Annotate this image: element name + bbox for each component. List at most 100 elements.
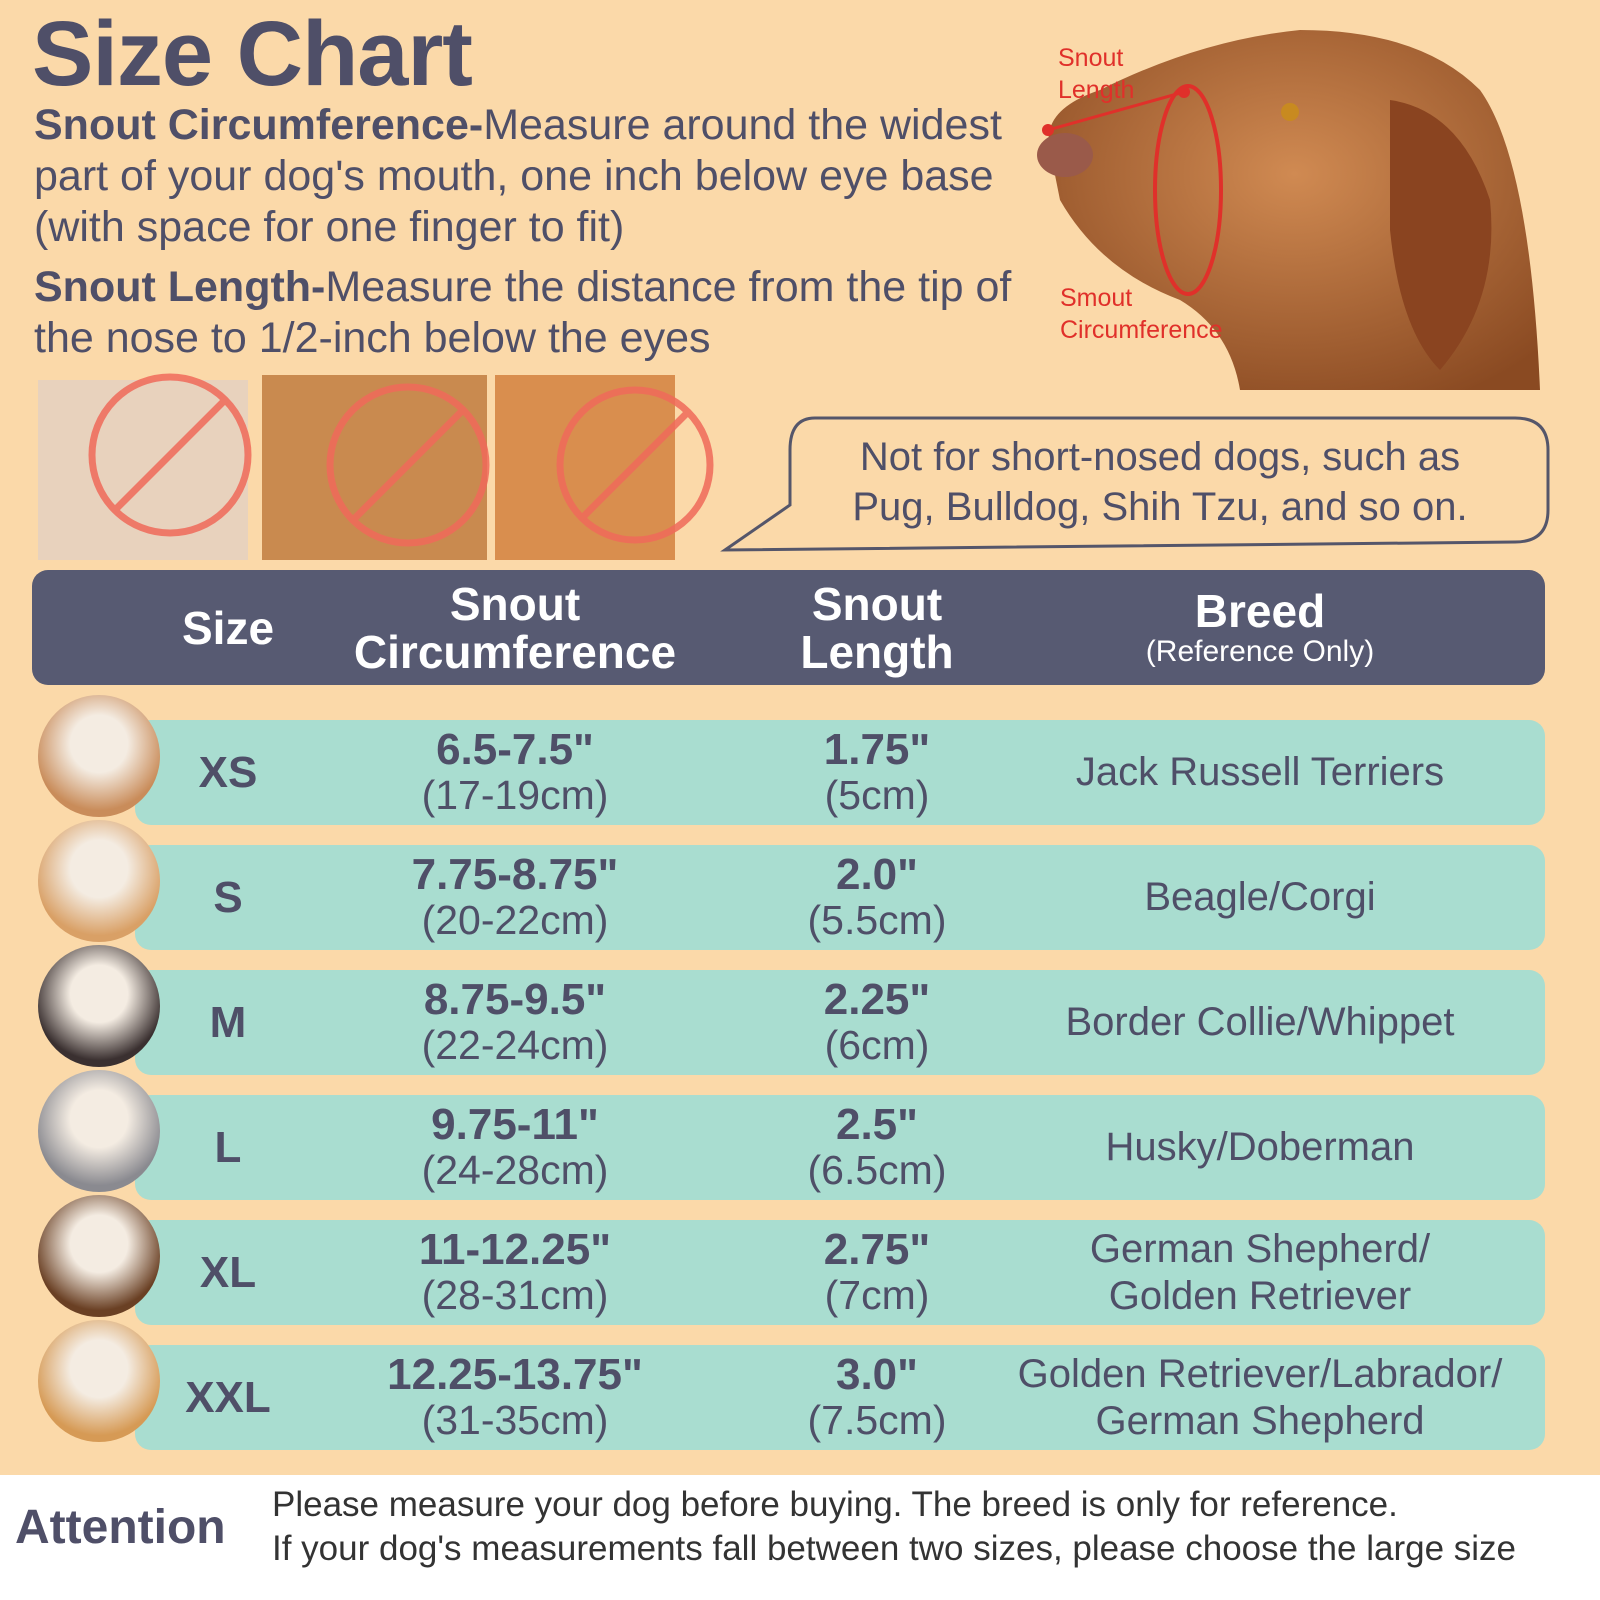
centimeters: (5cm): [824, 771, 930, 818]
centimeters: (6.5cm): [807, 1146, 947, 1193]
breed-line: Golden Retriever: [1108, 1273, 1412, 1318]
header-text: Snout: [449, 577, 581, 630]
table-row: XS 6.5-7.5" (17-19cm) 1.75" (5cm) Jack Russel…: [135, 720, 1545, 825]
table-row: XL 11-12.25" (28-31cm) 2.75" (7cm) German She…: [135, 1220, 1545, 1325]
size-cell: XXL: [185, 1372, 271, 1422]
inches: 9.75-11": [431, 1099, 599, 1149]
attention: Attention Please measure your dog before…: [0, 1475, 1600, 1600]
attention-line: If your dog's measurements fall between …: [272, 1529, 1517, 1568]
prohibition-sign: [556, 386, 714, 544]
header-text: Length: [800, 625, 954, 678]
length-cell: 2.0" (5.5cm): [808, 845, 947, 950]
prohibition-sign: [579, 409, 691, 521]
instruction-term: Snout Length-: [34, 263, 326, 311]
table-header: Size Snout Circumference Snout Length Bree…: [32, 570, 1545, 685]
length-cell: 1.75" (5cm): [824, 720, 931, 825]
length-cell: 2.5" (6.5cm): [808, 1095, 947, 1200]
dog-photo: [38, 945, 160, 1067]
diagram-label: Snout Length: [1058, 42, 1134, 106]
diagram-label: Smout Circumference: [1060, 282, 1223, 346]
table-row: L 9.75-11" (24-28cm) 2.5" (6.5cm) Husky/Dober…: [135, 1095, 1545, 1200]
header-text: Breed: [1194, 584, 1326, 637]
circumference-cell: 7.75-8.75" (20-22cm): [412, 845, 619, 950]
prohibition-sign: [112, 397, 228, 513]
inches: 6.5-7.5": [436, 724, 594, 774]
instruction-text: Measure the distance from the tip of the…: [34, 263, 1012, 362]
header-cell: Snout Circumference: [354, 570, 676, 685]
inches: 3.0": [835, 1349, 919, 1399]
dog-photo: [38, 695, 160, 817]
prohibition-sign: [350, 407, 466, 523]
prohibition-sign: [88, 373, 252, 537]
circumference-cell: 8.75-9.5" (22-24cm): [422, 970, 609, 1075]
length-dot: [1042, 124, 1054, 136]
notice-line: Not for short-nosed dogs, such as: [859, 435, 1461, 479]
circumference-cell: 11-12.25" (28-31cm): [419, 1220, 611, 1325]
dog-photo: [38, 820, 160, 942]
centimeters: (5.5cm): [807, 896, 947, 943]
breed-cell: German Shepherd/Golden Retriever: [1090, 1220, 1430, 1325]
centimeters: (24-28cm): [421, 1146, 609, 1193]
breed-cell: Beagle/Corgi: [1144, 845, 1375, 950]
header-note: (Reference Only): [1145, 634, 1375, 668]
instruction-text: Measure around the widest part of your d…: [34, 101, 1002, 251]
centimeters: (17-19cm): [421, 771, 609, 818]
header-text: Circumference: [353, 625, 677, 678]
inches: 7.75-8.75": [411, 849, 619, 899]
label-line: Circumference: [1060, 316, 1223, 344]
centimeters: (20-22cm): [421, 896, 609, 943]
table-row: M 8.75-9.5" (22-24cm) 2.25" (6cm) Border Coll…: [135, 970, 1545, 1075]
table-row: S 7.75-8.75" (20-22cm) 2.0" (5.5cm) Beagle/Co…: [135, 845, 1545, 950]
label-line: Smout: [1060, 284, 1133, 312]
inches: 1.75": [823, 724, 931, 774]
size-cell: L: [214, 1122, 242, 1172]
breed-cell: Golden Retriever/Labrador/German Shepher…: [1018, 1345, 1503, 1450]
circumference-ring: [1153, 84, 1223, 296]
breed-cell: Border Collie/Whippet: [1065, 970, 1454, 1075]
attention-text: Please measure your dog before buying. T…: [272, 1483, 1516, 1571]
circumference-cell: 12.25-13.75" (31-35cm): [387, 1345, 643, 1450]
dog-photo: [38, 1195, 160, 1317]
photo: [495, 375, 675, 560]
inches: 2.25": [823, 974, 931, 1024]
label-line: Snout: [1058, 44, 1124, 72]
breed-line: Husky/Doberman: [1105, 1125, 1415, 1169]
circumference-cell: 6.5-7.5" (17-19cm): [422, 720, 609, 825]
notice-line: Pug, Bulldog, Shih Tzu, and so on.: [852, 485, 1468, 529]
size-cell: XS: [198, 747, 258, 797]
inches: 11-12.25": [418, 1224, 612, 1274]
speech-bubble: [720, 416, 1550, 552]
breed-line: German Shepherd: [1095, 1398, 1425, 1443]
inches: 12.25-13.75": [387, 1349, 643, 1399]
table-row: XXL 12.25-13.75" (31-35cm) 3.0" (7.5cm) Golde…: [135, 1345, 1545, 1450]
header-text: Snout: [811, 577, 943, 630]
centimeters: (22-24cm): [421, 1021, 609, 1068]
short-nosed-photos: [38, 373, 714, 560]
size-cell: XL: [199, 1247, 257, 1297]
instruction: Snout Circumference-Measure around the w…: [34, 100, 1044, 253]
length-cell: 3.0" (7.5cm): [808, 1345, 947, 1450]
dog-ear: [1390, 100, 1492, 370]
breed-line: Border Collie/Whippet: [1065, 1000, 1455, 1044]
length-cell: 2.75" (7cm): [824, 1220, 931, 1325]
inches: 2.0": [835, 849, 919, 899]
inches: 2.75": [823, 1224, 931, 1274]
breed-line: Beagle/Corgi: [1144, 875, 1376, 919]
label-line: Length: [1058, 76, 1135, 104]
inches: 2.5": [835, 1099, 919, 1149]
dog-photo: [38, 1070, 160, 1192]
centimeters: (31-35cm): [421, 1396, 609, 1443]
prohibition-sign: [326, 383, 490, 547]
dog-eye: [1281, 103, 1299, 121]
instruction-term: Snout Circumference-: [34, 101, 484, 149]
breed-line: Jack Russell Terriers: [1075, 750, 1445, 794]
notice: Not for short-nosed dogs, such as Pug, Bu…: [790, 432, 1530, 532]
title: Size Chart: [32, 3, 473, 105]
breed-cell: Jack Russell Terriers: [1076, 720, 1444, 825]
breed-line: German Shepherd/: [1089, 1226, 1431, 1271]
centimeters: (6cm): [824, 1021, 930, 1068]
size-cell: M: [209, 997, 247, 1047]
header-cell: Size: [182, 570, 274, 685]
breed-line: Golden Retriever/Labrador/: [1017, 1351, 1503, 1396]
size-cell: S: [213, 872, 243, 922]
